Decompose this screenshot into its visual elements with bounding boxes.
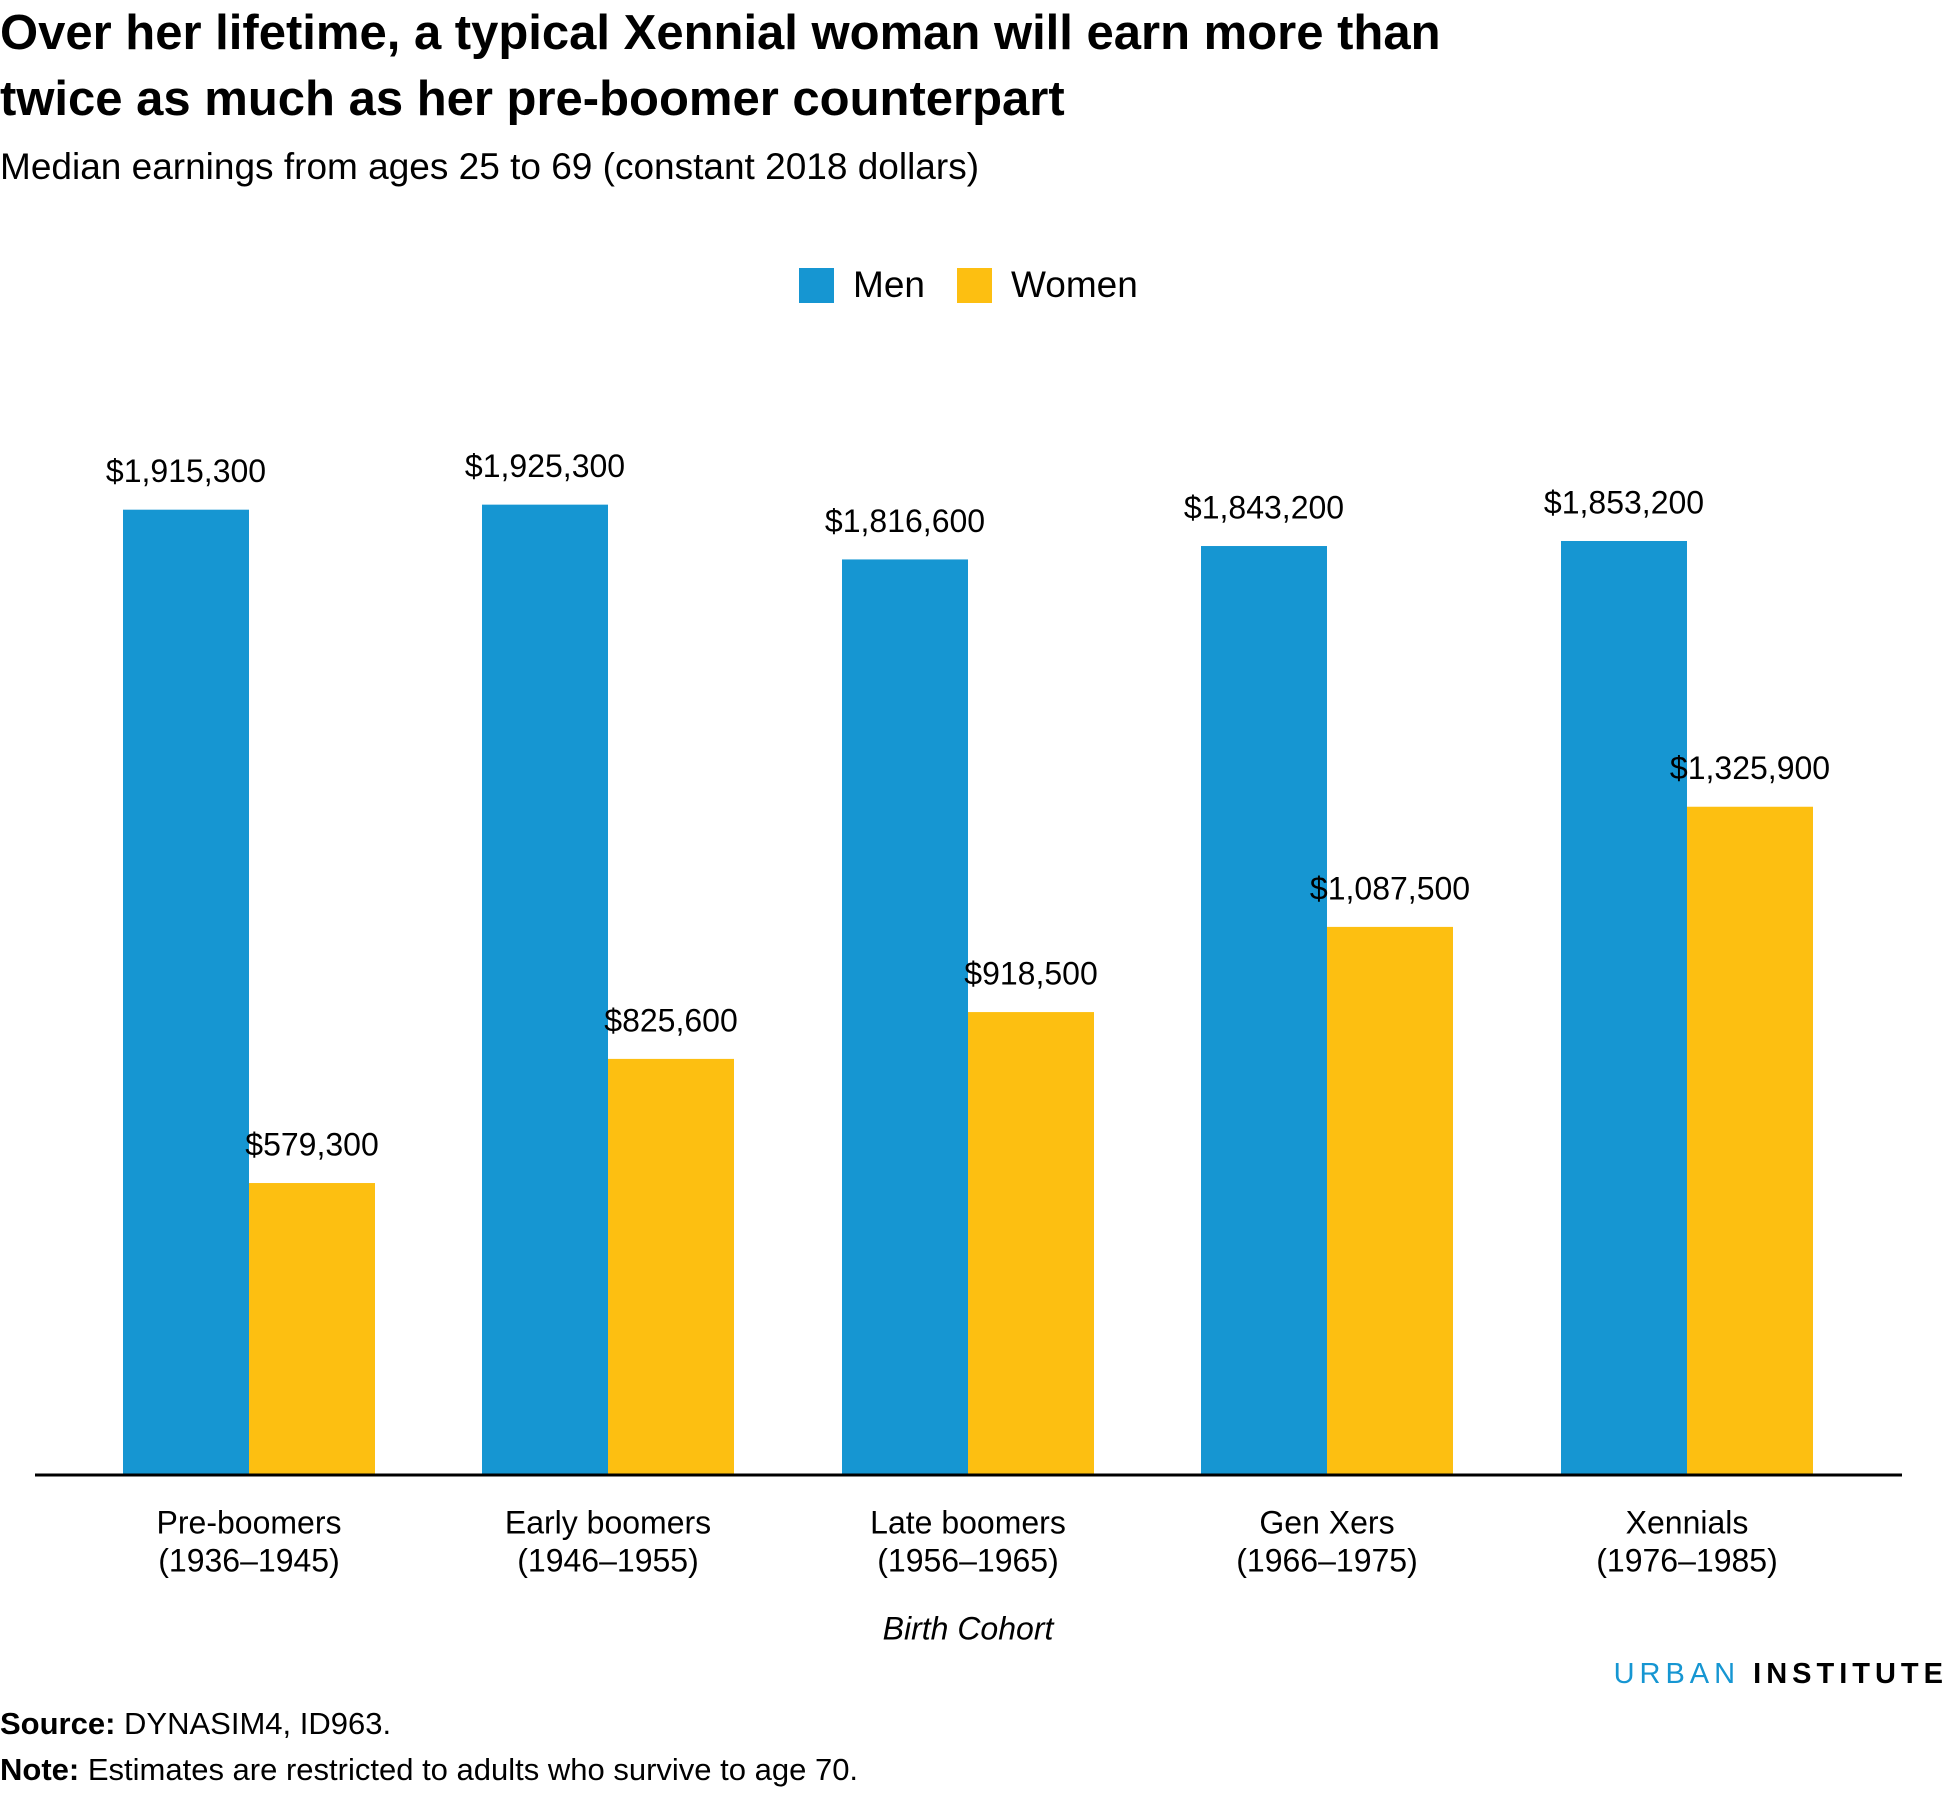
value-label: $1,853,200 [1544, 484, 1704, 520]
chart-subtitle: Median earnings from ages 25 to 69 (cons… [0, 146, 980, 187]
bar [1561, 540, 1687, 1475]
x-tick-label: Xennials [1626, 1504, 1749, 1540]
note-label: Note: [0, 1752, 80, 1787]
source: Source: DYNASIM4, ID963. [0, 1706, 391, 1742]
brand-second: INSTITUTE [1753, 1658, 1948, 1690]
x-tick-label: (1976–1985) [1596, 1542, 1777, 1578]
x-tick-label: (1956–1965) [877, 1542, 1058, 1578]
bar [968, 1012, 1094, 1475]
note-text: Estimates are restricted to adults who s… [87, 1752, 859, 1787]
bar [1327, 926, 1453, 1475]
x-tick-label: Late boomers [870, 1504, 1066, 1540]
legend-swatch [799, 268, 834, 303]
value-label: $825,600 [604, 1002, 737, 1038]
value-label: $579,300 [245, 1126, 378, 1162]
x-tick-label: Early boomers [505, 1504, 711, 1540]
note: Note: Estimates are restricted to adults… [0, 1752, 858, 1788]
value-label: $1,843,200 [1184, 489, 1344, 525]
x-tick-label: Gen Xers [1259, 1504, 1394, 1540]
branding: URBAN INSTITUTE [1614, 1658, 1948, 1690]
bar [842, 559, 968, 1475]
value-label: $918,500 [964, 956, 1097, 992]
value-label: $1,816,600 [825, 503, 985, 539]
bar [1201, 546, 1327, 1475]
value-label: $1,915,300 [106, 453, 266, 489]
legend-label: Men [853, 264, 925, 305]
legend-swatch [957, 268, 992, 303]
bar [482, 504, 608, 1475]
x-tick-label: (1946–1955) [517, 1542, 698, 1578]
bar [123, 509, 249, 1475]
value-label: $1,087,500 [1310, 870, 1470, 906]
value-label: $1,325,900 [1670, 750, 1830, 786]
source-text: DYNASIM4, ID963. [124, 1706, 392, 1741]
x-tick-label: (1936–1945) [158, 1542, 339, 1578]
value-label: $1,925,300 [465, 448, 625, 484]
x-tick-label: (1966–1975) [1236, 1542, 1417, 1578]
brand-first: URBAN [1614, 1658, 1741, 1690]
chart-title: Over her lifetime, a typical Xennial wom… [0, 6, 1441, 126]
x-axis-label: Birth Cohort [883, 1610, 1055, 1646]
x-tick-label: Pre-boomers [157, 1504, 342, 1540]
bar [608, 1058, 734, 1475]
bar [1687, 806, 1813, 1475]
bar [249, 1183, 375, 1475]
legend-label: Women [1011, 264, 1138, 305]
source-label: Source: [0, 1706, 116, 1741]
